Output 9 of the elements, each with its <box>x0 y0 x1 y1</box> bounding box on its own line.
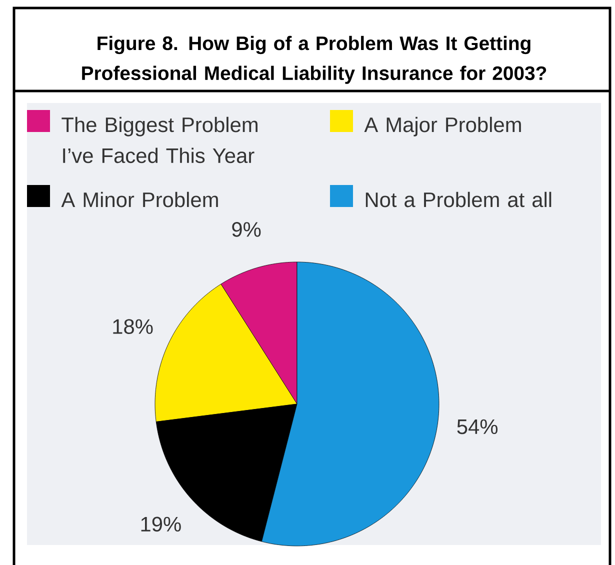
legend-label: Not a Problem at all <box>366 192 552 208</box>
legend-label: A Major Problem <box>364 116 521 136</box>
chart-title: Figure 8. How Big of a Problem Was It Getting Professional Medical Liability Insurance for 2003? <box>82 36 546 84</box>
legend-label: A Minor Problem <box>61 192 218 208</box>
data-label: 19% <box>141 516 181 532</box>
data-label: 18% <box>113 319 153 334</box>
data-label: 54% <box>457 419 498 434</box>
data-label: 9% <box>232 222 261 237</box>
legend-label: The Biggest Problem I’ve Faced This Year <box>62 116 258 164</box>
